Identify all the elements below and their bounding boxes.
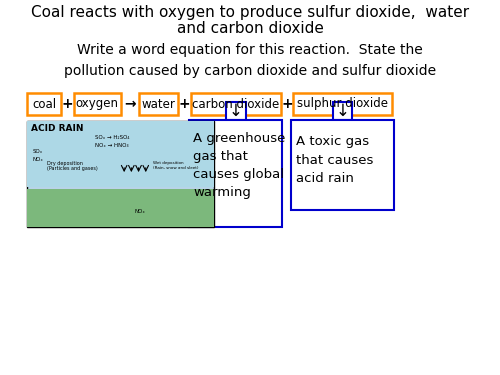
Text: Dry deposition: Dry deposition <box>47 161 83 166</box>
Text: carbon dioxide: carbon dioxide <box>192 98 279 111</box>
Text: ↓: ↓ <box>336 102 349 120</box>
Text: oxygen: oxygen <box>76 98 118 111</box>
FancyBboxPatch shape <box>190 93 280 115</box>
Text: sulphur dioxide: sulphur dioxide <box>297 98 388 111</box>
Text: NOₓ: NOₓ <box>32 157 44 162</box>
Text: SOₓ → H₂SO₄: SOₓ → H₂SO₄ <box>94 135 129 140</box>
FancyBboxPatch shape <box>27 121 214 187</box>
Text: Wet deposition
(Rain, snow and sleet): Wet deposition (Rain, snow and sleet) <box>153 161 198 170</box>
FancyBboxPatch shape <box>226 102 246 120</box>
Text: →: → <box>124 97 136 111</box>
FancyBboxPatch shape <box>332 102 352 120</box>
Text: +: + <box>281 97 292 111</box>
Text: +: + <box>178 97 190 111</box>
FancyBboxPatch shape <box>27 93 62 115</box>
FancyBboxPatch shape <box>27 189 214 227</box>
FancyBboxPatch shape <box>293 93 392 115</box>
FancyBboxPatch shape <box>74 93 120 115</box>
Text: A greenhouse
gas that
causes global
warming: A greenhouse gas that causes global warm… <box>194 132 286 199</box>
Text: +: + <box>62 97 74 111</box>
Text: Coal reacts with oxygen to produce sulfur dioxide,  water: Coal reacts with oxygen to produce sulfu… <box>31 5 469 20</box>
Text: NOₓ: NOₓ <box>135 209 146 214</box>
Text: water: water <box>142 98 176 111</box>
Text: SOₓ: SOₓ <box>32 149 43 154</box>
FancyBboxPatch shape <box>189 120 282 227</box>
FancyBboxPatch shape <box>138 93 178 115</box>
Text: NOₓ → HNO₃: NOₓ → HNO₃ <box>94 143 128 148</box>
Text: (Particles and gases): (Particles and gases) <box>47 166 98 171</box>
FancyBboxPatch shape <box>292 120 394 210</box>
Text: Write a word equation for this reaction.  State the
pollution caused by carbon d: Write a word equation for this reaction.… <box>64 43 436 78</box>
Text: ↓: ↓ <box>228 102 242 120</box>
Text: ACID RAIN: ACID RAIN <box>30 124 83 133</box>
FancyBboxPatch shape <box>27 121 214 227</box>
Text: A toxic gas
that causes
acid rain: A toxic gas that causes acid rain <box>296 135 373 184</box>
Text: coal: coal <box>32 98 56 111</box>
Text: and carbon dioxide: and carbon dioxide <box>176 21 324 36</box>
